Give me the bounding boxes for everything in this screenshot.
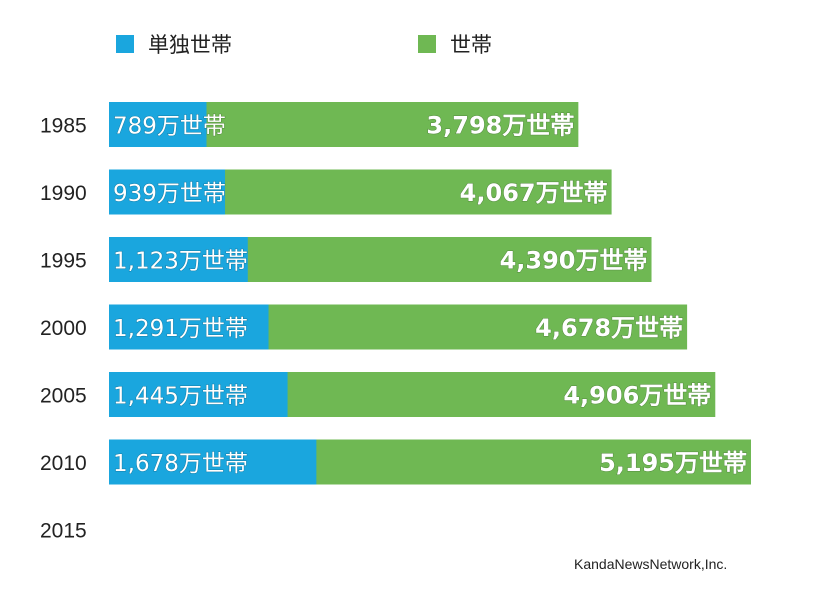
legend-swatch-single <box>116 35 134 53</box>
legend-label-total: 世帯 <box>450 33 492 57</box>
bar-single-2000 <box>109 304 269 350</box>
label-single-1995: 1,123万世帯 <box>113 249 248 275</box>
bar-single-1985 <box>109 102 207 147</box>
year-label-2010: 2010 <box>40 452 87 475</box>
legend: 単独世帯 世帯 <box>0 29 821 57</box>
label-total-2010: 5,195万世帯 <box>599 449 747 477</box>
label-total-2000: 4,678万世帯 <box>535 314 683 342</box>
bar-single-2005 <box>109 372 288 417</box>
legend-label-single: 単独世帯 <box>148 33 232 57</box>
year-label-1985: 1985 <box>40 115 87 138</box>
year-label-1990: 1990 <box>40 182 87 205</box>
year-label-2015: 2015 <box>40 520 87 543</box>
bar-single-1990 <box>109 169 226 215</box>
label-total-1995: 4,390万世帯 <box>500 247 648 275</box>
credit-text: KandaNewsNetwork,Inc. <box>574 556 728 572</box>
bar-single-2010 <box>109 439 317 485</box>
bar-single-1995 <box>109 237 248 282</box>
legend-swatch-total <box>418 35 436 53</box>
label-single-2000: 1,291万世帯 <box>113 316 248 342</box>
label-total-1990: 4,067万世帯 <box>460 179 608 207</box>
label-single-1985: 789万世帯 <box>113 114 226 140</box>
label-total-1985: 3,798万世帯 <box>426 112 574 140</box>
label-single-1990: 939万世帯 <box>113 181 226 207</box>
legend-item-total: 世帯 <box>418 29 492 59</box>
year-label-1995: 1995 <box>40 250 87 273</box>
year-label-2000: 2000 <box>40 317 87 340</box>
label-single-2010: 1,678万世帯 <box>113 451 248 477</box>
label-total-2005: 4,906万世帯 <box>563 382 711 410</box>
label-single-2005: 1,445万世帯 <box>113 384 248 410</box>
year-label-2005: 2005 <box>40 385 87 408</box>
legend-item-single: 単独世帯 <box>116 29 232 59</box>
